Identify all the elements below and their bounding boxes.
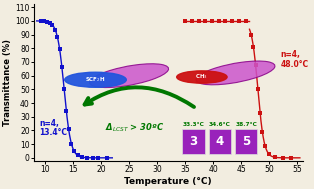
- Circle shape: [177, 71, 227, 83]
- X-axis label: Temperature (°C): Temperature (°C): [124, 177, 212, 186]
- Text: 33.3°C: 33.3°C: [182, 122, 204, 127]
- Text: 4: 4: [216, 135, 224, 148]
- FancyBboxPatch shape: [208, 129, 231, 154]
- Text: n=4,: n=4,: [280, 50, 300, 59]
- FancyBboxPatch shape: [235, 129, 257, 154]
- Text: 13.4°C: 13.4°C: [40, 128, 68, 137]
- Ellipse shape: [89, 64, 169, 88]
- Text: 3: 3: [189, 135, 198, 148]
- Text: 48.0°C: 48.0°C: [280, 60, 308, 69]
- Circle shape: [65, 72, 126, 87]
- Y-axis label: Transmittance (%): Transmittance (%): [3, 39, 13, 126]
- Text: SCF$_2$H: SCF$_2$H: [85, 75, 106, 84]
- Text: Δ$_{LCST}$ > 30ºC: Δ$_{LCST}$ > 30ºC: [105, 122, 164, 134]
- Text: n=4,: n=4,: [40, 119, 59, 128]
- Text: CH$_3$: CH$_3$: [196, 73, 208, 81]
- Text: 38.7°C: 38.7°C: [235, 122, 257, 127]
- Text: 5: 5: [242, 135, 250, 148]
- Ellipse shape: [196, 61, 275, 85]
- Text: 34.6°C: 34.6°C: [209, 122, 231, 127]
- FancyBboxPatch shape: [182, 129, 205, 154]
